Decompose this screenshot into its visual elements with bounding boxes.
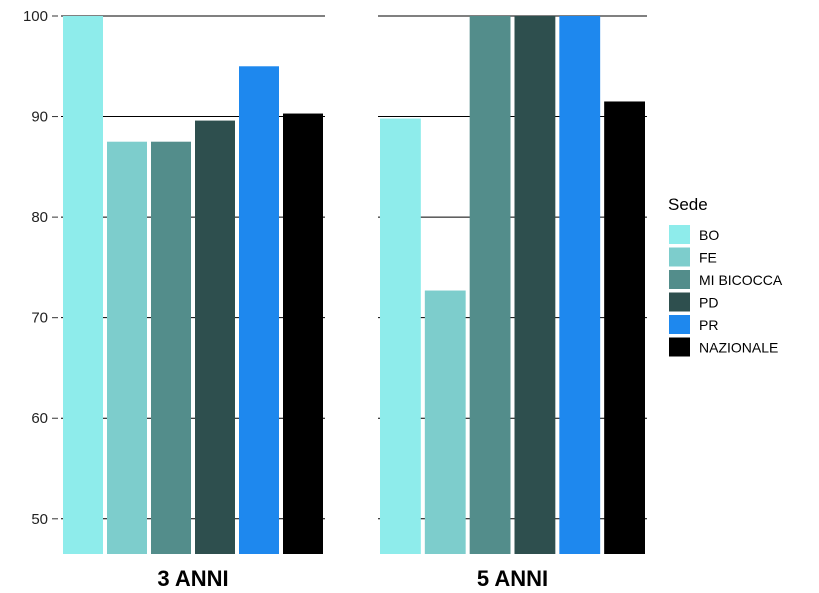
- bar-nazionale-1: [283, 113, 323, 555]
- panel-label: 3 ANNI: [157, 566, 228, 591]
- legend-swatch: [669, 247, 690, 267]
- y-tick-label: 100: [23, 8, 48, 25]
- bar-fe-1: [107, 141, 147, 554]
- legend-swatch: [669, 292, 690, 312]
- legend-label: PR: [699, 317, 718, 333]
- y-tick-label: 90: [31, 109, 48, 126]
- legend-label: PD: [699, 295, 718, 311]
- y-tick-label: 60: [31, 410, 48, 427]
- y-tick-label: 50: [31, 511, 48, 528]
- bar-bo-1: [63, 16, 103, 554]
- bar-layer: [63, 16, 645, 555]
- y-tick-label: 70: [31, 310, 48, 327]
- bar-mi-bicocca-2: [469, 16, 511, 554]
- bar-bo-2: [380, 118, 421, 554]
- y-tick-label: 80: [31, 209, 48, 226]
- panel-label: 5 ANNI: [477, 566, 548, 591]
- legend: Sede BO FE MI BICOCCA PD PR NAZIONALE: [668, 195, 783, 357]
- bar-pr-1: [239, 66, 279, 555]
- bar-pd-1: [195, 120, 235, 554]
- bar-fe-2: [424, 290, 466, 554]
- legend-swatch: [669, 315, 690, 334]
- grid-layer: [61, 15, 647, 520]
- bar-nazionale-2: [604, 101, 645, 555]
- bar-pd-2: [514, 16, 556, 554]
- legend-label: MI BICOCCA: [699, 272, 783, 288]
- legend-title: Sede: [668, 195, 708, 214]
- axis-layer: 50 60 70 80 90 100 3 ANNI 5 ANNI: [23, 8, 548, 591]
- legend-swatch: [669, 337, 690, 357]
- legend-label: NAZIONALE: [699, 340, 778, 356]
- legend-label: BO: [699, 227, 719, 243]
- legend-label: FE: [699, 250, 717, 266]
- bar-mi-bicocca-1: [151, 141, 191, 554]
- bar-pr-2: [559, 16, 601, 554]
- legend-swatch: [669, 225, 690, 244]
- legend-swatch: [669, 270, 690, 289]
